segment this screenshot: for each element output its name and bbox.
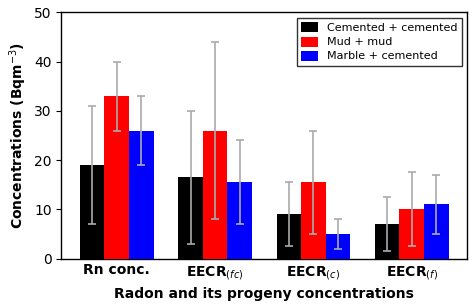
Bar — [276, 214, 301, 259]
Bar — [178, 177, 203, 259]
Y-axis label: Concentrations (Bqm$^{-3}$): Concentrations (Bqm$^{-3}$) — [7, 42, 28, 229]
Bar — [400, 209, 424, 259]
X-axis label: Radon and its progeny concentrations: Radon and its progeny concentrations — [114, 287, 414, 301]
Bar — [129, 131, 154, 259]
Bar — [375, 224, 400, 259]
Bar — [228, 182, 252, 259]
Bar — [424, 205, 448, 259]
Bar — [326, 234, 350, 259]
Bar — [203, 131, 228, 259]
Bar — [80, 165, 104, 259]
Legend: Cemented + cemented, Mud + mud, Marble + cemented: Cemented + cemented, Mud + mud, Marble +… — [297, 18, 462, 66]
Bar — [301, 182, 326, 259]
Bar — [104, 96, 129, 259]
